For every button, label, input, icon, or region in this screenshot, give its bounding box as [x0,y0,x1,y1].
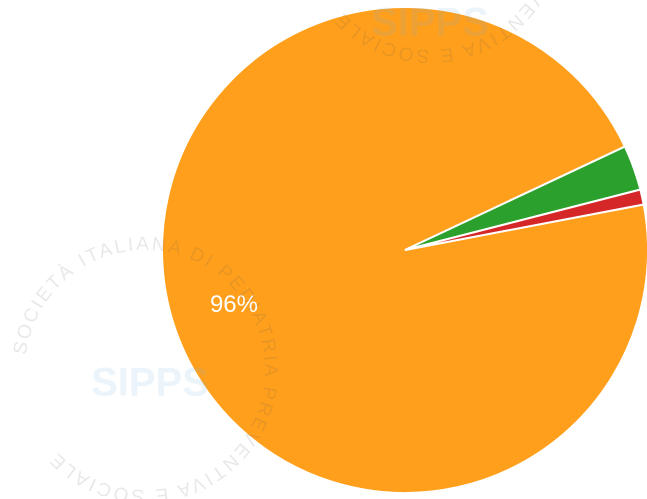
watermark-name: SIPPS [91,361,209,405]
pie: 96% [161,6,647,495]
watermark-name: SIPPS [371,1,489,45]
pie-slice [404,188,645,251]
pie-slice [161,6,647,495]
slice-label: 96% [210,291,258,318]
